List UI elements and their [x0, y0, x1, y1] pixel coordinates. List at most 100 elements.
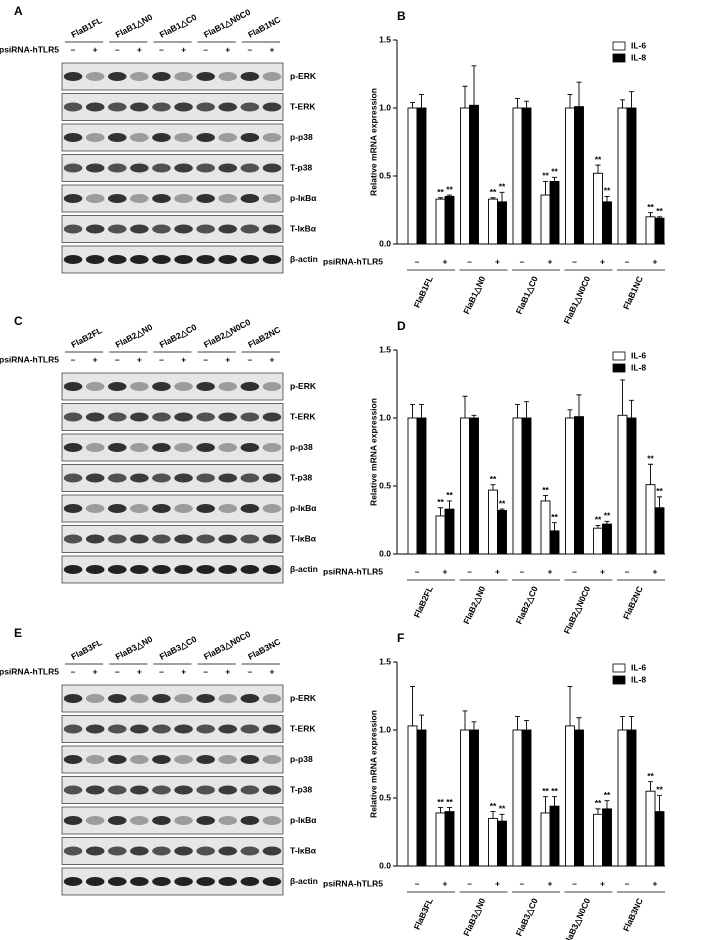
legend-label: IL-8 [631, 674, 646, 684]
blot-band [240, 846, 260, 856]
blot-band [218, 534, 238, 544]
blot-band [85, 694, 105, 703]
lane-sign: + [181, 44, 186, 54]
row-label: β-actin [290, 876, 318, 886]
blot-band [196, 133, 215, 142]
bar [626, 729, 637, 867]
blot-band [152, 72, 171, 81]
significance: ** [604, 790, 611, 800]
blot-band [196, 255, 215, 264]
blot-band [262, 163, 282, 173]
lane-sign: – [247, 354, 252, 364]
group-label: FlaB1△N0 [114, 12, 155, 40]
blot-band [174, 255, 193, 264]
error-bar [576, 394, 582, 417]
blot-band [63, 816, 83, 825]
blot-band [240, 72, 260, 81]
blot-band [152, 877, 171, 886]
error-bar [499, 508, 505, 511]
group-label: FlaB1FL [69, 15, 103, 40]
blot-band [262, 133, 282, 142]
x-tick-label: – [520, 256, 525, 266]
blot-band [240, 412, 260, 422]
blot-band [262, 473, 282, 483]
bar [416, 107, 427, 245]
significance: ** [437, 797, 444, 807]
x-tick-label: + [495, 878, 500, 888]
error-bar [576, 717, 582, 730]
group-label: FlaB3△N0 [461, 896, 487, 937]
blot-band [174, 412, 193, 422]
blot-band [218, 194, 238, 203]
bar [435, 812, 446, 867]
significance: ** [551, 786, 558, 796]
bar [435, 198, 446, 245]
blot-band [196, 72, 215, 81]
x-tick-label: + [443, 566, 448, 576]
bar [444, 811, 455, 867]
blot-band [152, 724, 171, 734]
bar [444, 195, 455, 245]
blot-band [152, 565, 171, 574]
bar [549, 530, 560, 555]
y-tick-label: 1.0 [379, 412, 391, 422]
blot-band [152, 412, 171, 422]
blot-band [152, 473, 171, 483]
row-label: p-ERK [290, 693, 317, 703]
bar [488, 489, 498, 555]
blot-band [196, 694, 215, 703]
blot-band [63, 443, 83, 452]
bar [574, 729, 584, 867]
blot-band [107, 255, 127, 264]
blot-band [130, 382, 149, 391]
significance: ** [499, 182, 506, 192]
bar [617, 107, 628, 245]
legend-swatch [612, 53, 626, 63]
bar [460, 107, 470, 245]
significance: ** [490, 187, 497, 197]
lane-sign: – [203, 44, 208, 54]
blot-band [196, 473, 215, 483]
group-label: FlaB2△N0C0 [202, 317, 252, 350]
blot-band [130, 224, 149, 234]
significance: ** [595, 515, 602, 525]
blot-band [174, 534, 193, 544]
group-label: FlaB1FL [412, 275, 435, 310]
blot-band [63, 412, 83, 422]
error-bar [552, 522, 557, 531]
blot-band [240, 785, 260, 795]
blot-band [196, 224, 215, 234]
lane-sign: + [269, 354, 274, 364]
blot-band [240, 473, 260, 483]
bar [593, 813, 603, 867]
error-bar [438, 807, 443, 813]
group-label: FlaB2NC [621, 585, 645, 621]
x-tick-label: + [495, 256, 500, 266]
blot-band [262, 846, 282, 856]
blot-band [262, 443, 282, 452]
error-bar [524, 100, 529, 108]
y-tick-label: 1.0 [379, 102, 391, 112]
lane-sign: + [269, 666, 274, 676]
blot-band [262, 255, 282, 264]
blot-band [107, 133, 127, 142]
row-label: p-ERK [290, 381, 317, 391]
bar [654, 811, 665, 867]
bar [460, 417, 470, 555]
lane-sign: + [181, 666, 186, 676]
row-label: p-IκBα [290, 193, 317, 203]
y-tick-label: 0.0 [379, 238, 391, 248]
group-label: FlaB2FL [69, 325, 103, 350]
bar [549, 180, 560, 245]
bar [645, 216, 656, 245]
bar [488, 817, 498, 867]
significance: ** [647, 202, 654, 212]
lane-sign: + [269, 44, 274, 54]
bar [540, 194, 551, 245]
blot-band [174, 194, 193, 203]
significance: ** [656, 486, 663, 496]
blot-band [262, 694, 282, 703]
legend-label: IL-6 [631, 662, 646, 672]
bar [407, 107, 418, 245]
